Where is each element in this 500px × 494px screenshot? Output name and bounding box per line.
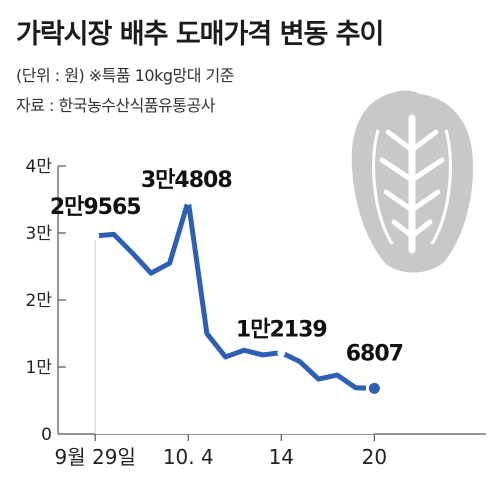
data-label: 6807 xyxy=(346,341,403,366)
price-area xyxy=(95,200,375,434)
highlight-point xyxy=(184,196,193,205)
highlight-point xyxy=(277,348,286,357)
data-point xyxy=(205,332,209,335)
y-tick-label: 4만 xyxy=(26,157,53,177)
data-point xyxy=(354,386,358,390)
x-tick-label: 10. 4 xyxy=(163,445,214,469)
y-tick-label: 0 xyxy=(41,425,52,445)
data-label: 1만2139 xyxy=(236,318,327,343)
data-point xyxy=(130,251,134,255)
data-point xyxy=(168,261,172,265)
unit-note: (단위 : 원) ※특품 10kg망대 기준 xyxy=(16,66,234,85)
y-tick-label: 3만 xyxy=(26,224,53,244)
data-point xyxy=(261,353,265,357)
source-note: 자료 : 한국농수산식품유통공사 xyxy=(16,96,215,115)
price-line xyxy=(92,198,377,391)
data-point xyxy=(149,271,153,275)
x-tick-label: 9월 29일 xyxy=(55,445,136,469)
data-point xyxy=(223,355,227,359)
data-point xyxy=(112,232,116,236)
data-point xyxy=(242,348,246,352)
x-tick-label: 14 xyxy=(269,445,294,469)
cabbage-icon xyxy=(351,90,473,273)
data-point xyxy=(298,360,302,364)
data-point xyxy=(317,377,321,381)
y-tick-label: 1만 xyxy=(26,358,53,378)
data-point xyxy=(335,373,339,377)
data-label: 2만9565 xyxy=(50,195,141,220)
y-tick-label: 2만 xyxy=(26,291,53,311)
highlight-point xyxy=(365,379,383,397)
data-label: 3만4808 xyxy=(141,168,232,193)
x-tick-label: 20 xyxy=(362,445,387,469)
highlight-point xyxy=(91,231,100,240)
chart-title: 가락시장 배추 도매가격 변동 추이 xyxy=(16,19,384,50)
